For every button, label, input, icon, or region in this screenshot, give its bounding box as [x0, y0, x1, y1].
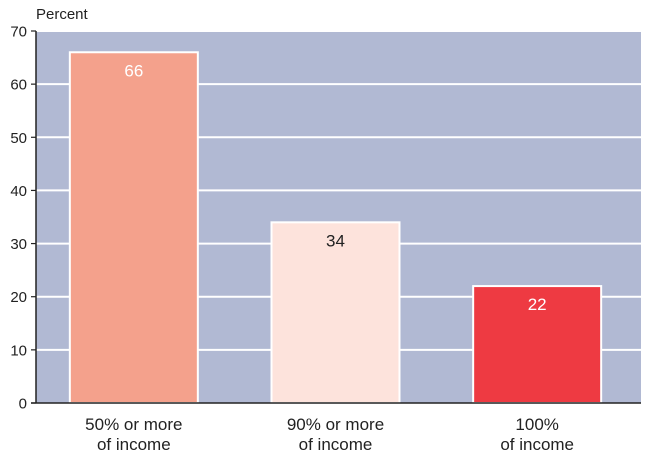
y-tick-label: 20	[10, 289, 27, 306]
y-tick-label: 40	[10, 183, 27, 200]
x-tick-label: 90% or more	[287, 415, 384, 434]
x-tick-label: of income	[500, 435, 574, 454]
y-tick-label: 60	[10, 77, 27, 94]
x-tick-label: 100%	[515, 415, 558, 434]
y-axis-label: Percent	[36, 6, 89, 23]
y-tick-label: 30	[10, 236, 27, 253]
data-label: 22	[528, 295, 547, 314]
bar	[68, 51, 199, 404]
bar	[270, 221, 401, 404]
x-tick-label: of income	[299, 435, 373, 454]
y-tick-label: 0	[19, 396, 27, 413]
x-tick-label: 50% or more	[85, 415, 182, 434]
y-tick-label: 50	[10, 130, 27, 147]
bar	[472, 285, 603, 405]
data-label: 66	[124, 61, 143, 80]
y-tick-label: 70	[10, 24, 27, 41]
x-tick-label: of income	[97, 435, 171, 454]
y-tick-label: 10	[10, 342, 27, 359]
data-label: 34	[326, 231, 345, 250]
